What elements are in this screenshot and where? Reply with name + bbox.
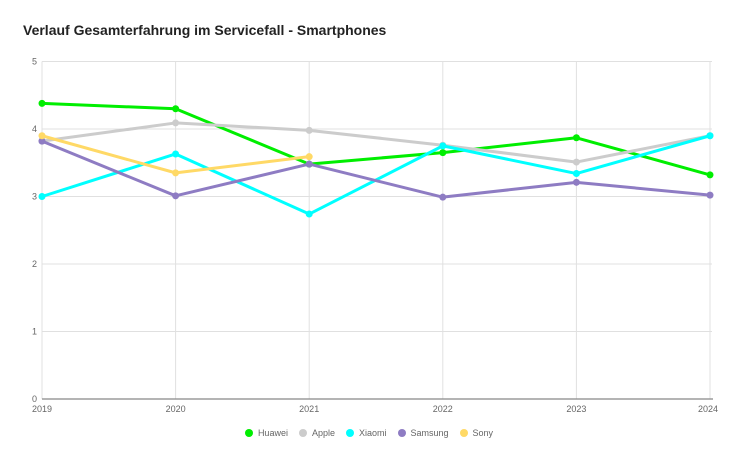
data-point[interactable]	[439, 193, 447, 201]
legend-item-samsung[interactable]: Samsung	[397, 428, 449, 438]
data-point[interactable]	[572, 170, 580, 178]
gridlines	[41, 61, 712, 399]
legend-label: Huawei	[257, 428, 288, 438]
data-point[interactable]	[172, 105, 180, 113]
series-line	[41, 121, 711, 164]
data-point[interactable]	[439, 142, 447, 150]
legend-item-huawei[interactable]: Huawei	[244, 428, 288, 438]
x-tick-label: 2019	[32, 404, 52, 414]
legend-dot-icon	[345, 429, 354, 437]
legend-label: Xiaomi	[358, 428, 387, 438]
data-point[interactable]	[305, 210, 313, 218]
data-series	[38, 99, 714, 218]
axes: 0 1 2 3 4 5 2019 2020 2021 2022 2023 2024	[32, 57, 718, 415]
legend-label: Apple	[311, 428, 335, 438]
data-point[interactable]	[706, 191, 714, 199]
data-point[interactable]	[38, 132, 46, 140]
series-xiaomi	[38, 132, 714, 218]
series-line	[41, 101, 711, 177]
chart-title: Verlauf Gesamterfahrung im Servicefall -…	[23, 22, 387, 38]
y-tick-label: 0	[32, 394, 37, 404]
series-sony	[38, 132, 313, 177]
y-tick-label: 2	[32, 259, 37, 269]
x-tick-label: 2020	[166, 404, 186, 414]
y-tick-label: 3	[32, 192, 37, 202]
legend-dot-icon	[397, 429, 406, 437]
data-point[interactable]	[38, 137, 46, 145]
data-point[interactable]	[38, 193, 46, 200]
data-point[interactable]	[172, 150, 180, 158]
series-line	[41, 139, 711, 199]
x-tick-label: 2021	[299, 404, 319, 414]
legend-item-xiaomi[interactable]: Xiaomi	[345, 428, 387, 438]
x-tick-label: 2024	[698, 404, 718, 414]
legend-dot-icon	[459, 429, 468, 437]
legend-dot-icon	[298, 429, 307, 437]
data-point[interactable]	[305, 160, 313, 168]
data-point[interactable]	[38, 99, 46, 107]
y-tick-label: 5	[32, 57, 37, 67]
y-tick-label: 1	[32, 327, 37, 337]
data-point[interactable]	[572, 158, 580, 166]
chart-legend: Huawei Apple Xiaomi Samsung Sony	[0, 428, 738, 438]
data-point[interactable]	[439, 149, 447, 157]
data-point[interactable]	[305, 126, 313, 134]
legend-item-apple[interactable]: Apple	[298, 428, 335, 438]
data-point[interactable]	[572, 134, 580, 142]
x-tick-label: 2022	[433, 404, 453, 414]
data-point[interactable]	[305, 153, 313, 161]
x-tick-label: 2023	[566, 404, 586, 414]
data-point[interactable]	[572, 178, 580, 186]
legend-label: Samsung	[410, 428, 449, 438]
legend-dot-icon	[244, 429, 253, 437]
data-point[interactable]	[706, 171, 714, 179]
data-point[interactable]	[706, 132, 714, 140]
data-point[interactable]	[172, 119, 180, 127]
y-tick-label: 4	[32, 124, 37, 134]
data-point[interactable]	[172, 192, 180, 200]
data-point[interactable]	[172, 169, 180, 177]
legend-label: Sony	[472, 428, 494, 438]
legend-item-sony[interactable]: Sony	[459, 428, 494, 438]
series-samsung	[38, 137, 714, 201]
